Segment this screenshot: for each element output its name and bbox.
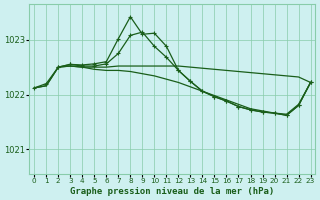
X-axis label: Graphe pression niveau de la mer (hPa): Graphe pression niveau de la mer (hPa) xyxy=(70,187,275,196)
